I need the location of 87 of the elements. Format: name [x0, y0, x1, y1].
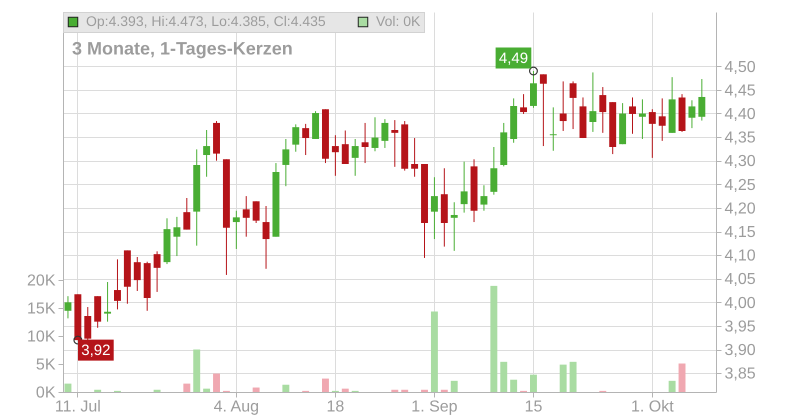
candlestick [688, 100, 696, 129]
y-tick-label: 4,30 [724, 153, 756, 170]
candlestick [134, 256, 141, 292]
bar [213, 374, 220, 392]
candlestick [352, 138, 359, 176]
candlestick [599, 86, 606, 134]
y2-tick-label: 10K [27, 328, 56, 346]
y-tick-label: 3,95 [724, 318, 756, 336]
y-tick-label: 3,85 [724, 366, 756, 383]
candlestick [173, 216, 180, 257]
legend-label: Op:4.393, Hi:4.473, Lo:4.385, Cl:4.435 [86, 13, 326, 29]
bar [450, 380, 458, 392]
candlestick [183, 197, 190, 230]
candlestick [560, 80, 567, 132]
y-tick-label: 4,25 [724, 176, 756, 194]
y2-tick-label: 15K [27, 300, 56, 318]
candlestick [698, 78, 706, 122]
y-tick-label: 4,40 [724, 106, 756, 123]
annotation: 4,49 [498, 50, 528, 68]
x-tick-label: 11. Jul [54, 398, 101, 416]
candlestick [362, 122, 369, 164]
bar [560, 364, 567, 392]
candlestick [282, 138, 290, 187]
candlestick [302, 123, 310, 156]
candlestick [411, 138, 418, 178]
candlestick [658, 98, 666, 142]
candlestick [252, 200, 260, 224]
candlestick [638, 98, 646, 140]
bar [322, 378, 329, 392]
candlestick [480, 184, 488, 212]
x-tick-label: 15 [524, 398, 542, 416]
y-tick-label: 3,90 [724, 342, 756, 360]
y2-tick-label: 5K [36, 356, 56, 374]
bar [490, 286, 498, 392]
candlestick [232, 210, 240, 250]
candlestick [391, 120, 398, 168]
y-tick-label: 4,45 [724, 82, 756, 100]
candlestick [332, 134, 339, 176]
candlestick [430, 176, 438, 240]
bar [570, 362, 577, 392]
text: 3 Monate, 1-Tages-Kerzen [72, 38, 293, 58]
x-tick-label: 4. Aug [214, 398, 260, 416]
candlestick [114, 258, 121, 310]
candlestick [520, 94, 528, 114]
candlestick [372, 116, 378, 152]
bar [203, 388, 210, 392]
bar [183, 384, 190, 392]
bar [678, 364, 686, 392]
bar [193, 350, 200, 392]
candlestick [460, 161, 468, 214]
candlestick [570, 80, 577, 130]
y-tick-label: 4,10 [724, 248, 756, 265]
bar [252, 388, 260, 392]
bar [530, 374, 537, 392]
candlestick [589, 72, 596, 132]
bar [500, 362, 508, 392]
bar [342, 388, 349, 392]
y2-tick-label: 20K [27, 272, 56, 290]
candlestick [203, 130, 210, 178]
y-tick-label: 4,15 [724, 224, 756, 242]
candlestick [342, 130, 349, 164]
y-tick-label: 4,05 [724, 271, 756, 288]
bar [510, 380, 518, 392]
candlestick [450, 202, 458, 252]
x-tick-label: 18 [326, 398, 344, 416]
y2-tick-label: 0K [36, 384, 56, 402]
candlestick [629, 96, 636, 134]
candlestick [292, 124, 300, 152]
candlestick [648, 108, 656, 158]
candlestick [490, 146, 498, 196]
candlestick [381, 118, 388, 148]
candlestick [242, 196, 250, 238]
bar [430, 312, 438, 392]
candlestick [540, 74, 547, 147]
y-tick-label: 4,35 [724, 130, 756, 147]
candlestick [262, 206, 270, 270]
legend-label: Vol: 0K [376, 13, 422, 29]
y-tick-label: 4,20 [724, 200, 756, 218]
y-tick-label: 4,50 [724, 58, 756, 76]
x-tick-label: 1. Okt [630, 398, 674, 416]
bar [668, 380, 676, 392]
candlestick [154, 250, 161, 292]
annotation: 3,92 [81, 342, 110, 360]
x-tick-label: 1. Sep [411, 398, 458, 416]
bar [64, 384, 72, 392]
y-tick-label: 4,00 [724, 294, 756, 312]
bar [282, 384, 290, 392]
